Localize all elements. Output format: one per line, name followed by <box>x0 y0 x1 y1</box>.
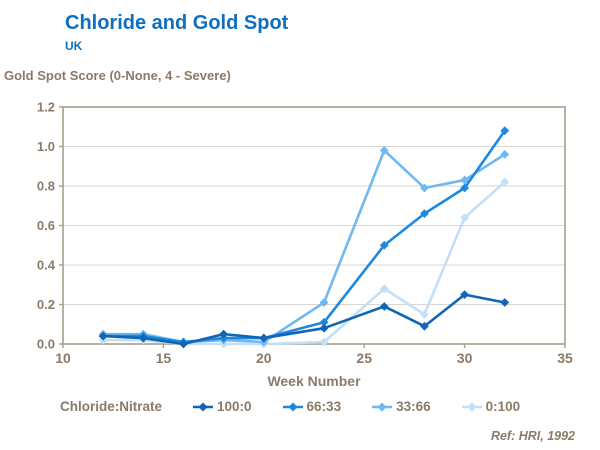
data-point-marker <box>460 290 469 300</box>
legend-entry-100-0: 100:0 <box>192 399 252 414</box>
legend-title: Chloride:Nitrate <box>60 399 163 414</box>
data-point-marker <box>379 146 389 155</box>
series-66-33 <box>98 126 510 347</box>
x-tick-label: 30 <box>457 350 473 366</box>
data-point-marker <box>259 333 269 343</box>
data-point-marker <box>319 323 329 333</box>
series-0-100 <box>98 177 510 349</box>
data-point-marker <box>420 321 429 331</box>
data-point-marker <box>138 333 148 343</box>
legend-entry-label: 100:0 <box>217 399 252 414</box>
data-point-marker <box>319 337 329 347</box>
legend-marker-icon <box>282 402 303 411</box>
legend-entry-33-66: 33:66 <box>371 399 431 414</box>
series-line-33-66 <box>101 149 507 344</box>
y-tick-label: 0.8 <box>37 179 55 194</box>
legend-entry-0-100: 0:100 <box>461 399 521 414</box>
data-point-marker <box>420 183 429 193</box>
legend-marker-icon <box>372 402 393 411</box>
data-point-marker <box>379 240 389 250</box>
y-tick-label: 0.4 <box>37 258 56 273</box>
data-point-marker <box>500 298 510 307</box>
legend-marker-icon <box>461 402 482 411</box>
x-tick-label: 25 <box>356 350 372 366</box>
legend: Chloride:Nitrate 100:0 66:33 33:66 0:100 <box>60 399 520 414</box>
series-33-66 <box>98 146 510 347</box>
data-point-marker <box>98 331 108 341</box>
y-tick-label: 0.6 <box>37 218 55 233</box>
data-point-marker <box>500 126 510 136</box>
legend-entry-label: 33:66 <box>396 399 431 414</box>
legend-entry-label: 0:100 <box>485 399 521 414</box>
data-point-marker <box>379 302 389 311</box>
data-point-marker <box>500 150 510 159</box>
series-line-100-0 <box>101 293 507 346</box>
y-axis-ticks: 0.0 0.2 0.4 0.6 0.8 1.0 1.2 <box>37 100 63 352</box>
x-axis-label: Week Number <box>267 373 361 389</box>
y-tick-label: 0.0 <box>37 337 55 352</box>
legend-entry-label: 66:33 <box>306 399 342 414</box>
y-axis-caption: Gold Spot Score (0-None, 4 - Severe) <box>4 68 231 83</box>
legend-entry-66-33: 66:33 <box>282 399 342 414</box>
reference-note: Ref: HRI, 1992 <box>490 429 575 443</box>
data-point-marker <box>179 339 188 349</box>
data-point-marker <box>460 183 469 193</box>
y-tick-label: 0.2 <box>37 297 55 312</box>
x-tick-label: 15 <box>156 350 172 366</box>
series-100-0 <box>98 290 510 349</box>
legend-entries: 100:0 66:33 33:66 0:100 <box>192 399 520 414</box>
data-point-marker <box>420 309 429 319</box>
x-tick-label: 10 <box>55 350 71 366</box>
data-point-marker <box>500 177 510 187</box>
data-point-marker <box>319 298 329 307</box>
x-tick-label: 35 <box>557 350 573 366</box>
x-axis-ticks: 10 15 20 25 30 35 <box>55 344 573 366</box>
y-tick-label: 1.2 <box>37 100 55 115</box>
data-point-marker <box>379 284 389 294</box>
series-line-0-100 <box>101 180 507 346</box>
y-tick-label: 1.0 <box>37 139 55 154</box>
data-point-marker <box>420 209 429 219</box>
series-line-66-33 <box>101 129 507 344</box>
data-point-marker <box>460 213 469 222</box>
legend-marker-icon <box>193 402 214 411</box>
gridlines <box>63 146 565 305</box>
chart-subtitle: UK <box>65 39 83 53</box>
data-point-marker <box>219 329 229 339</box>
chart-title: Chloride and Gold Spot <box>65 12 289 34</box>
data-point-marker <box>460 175 469 185</box>
x-tick-label: 20 <box>256 350 272 366</box>
data-point-marker <box>319 317 329 327</box>
